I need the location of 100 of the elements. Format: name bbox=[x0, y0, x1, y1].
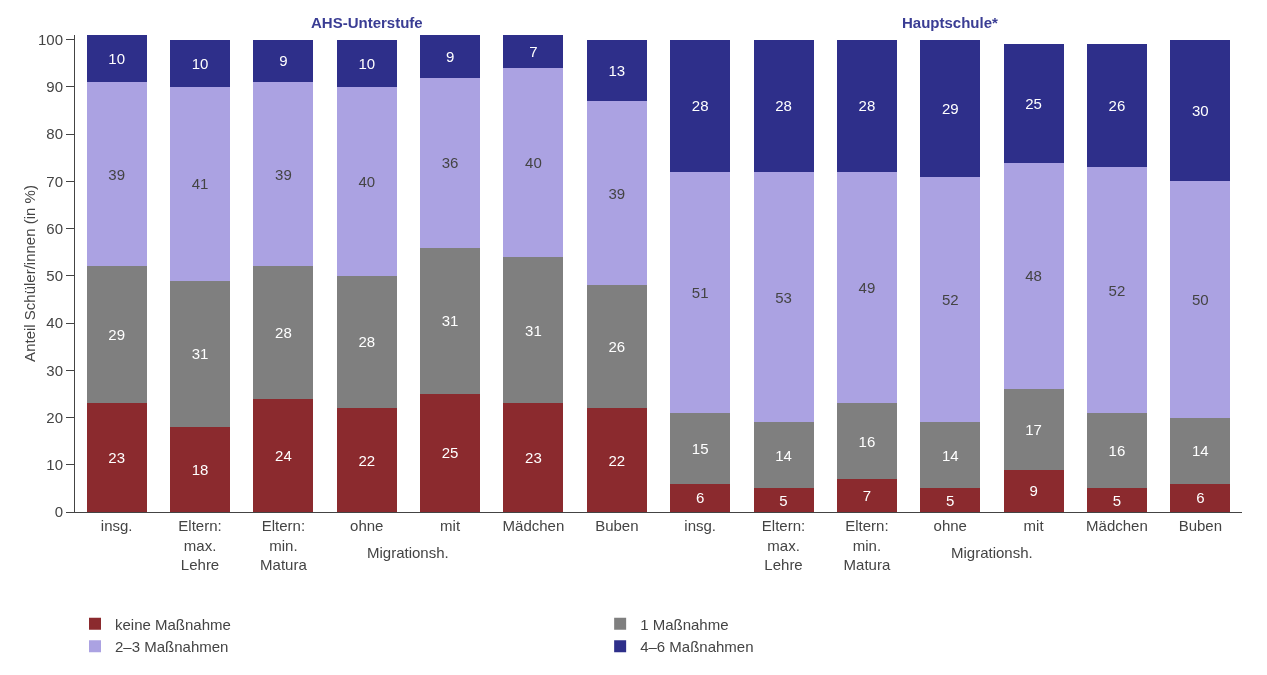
x-tick-label: Mädchen bbox=[1086, 517, 1148, 534]
x-tick-label: ohne bbox=[933, 517, 967, 534]
data-label: 26 bbox=[608, 338, 626, 356]
bar bbox=[836, 171, 897, 404]
data-label: 39 bbox=[275, 165, 292, 183]
bar bbox=[1003, 44, 1064, 163]
bar bbox=[336, 408, 397, 512]
data-label: 17 bbox=[1025, 420, 1042, 438]
data-label: 28 bbox=[275, 324, 292, 342]
y-tick-label: 10 bbox=[46, 456, 63, 474]
data-label: 7 bbox=[862, 486, 872, 504]
text: AHS-Unterstufe bbox=[311, 14, 423, 31]
data-label: 5 bbox=[1112, 491, 1122, 509]
x-tick-label: Buben bbox=[595, 517, 639, 534]
data-label: 31 bbox=[441, 312, 459, 330]
bar bbox=[1003, 162, 1064, 390]
bar bbox=[1170, 417, 1231, 484]
data-label: 6 bbox=[1196, 489, 1205, 507]
data-label: 29 bbox=[941, 99, 959, 117]
y-tick-label: 60 bbox=[46, 219, 63, 237]
bar bbox=[253, 266, 314, 399]
data-label: 22 bbox=[608, 451, 626, 469]
data-label: 10 bbox=[191, 54, 209, 72]
x-tick-label: insg. bbox=[684, 517, 717, 534]
y-axis-title: Anteil Schüler/innen (in %) bbox=[21, 185, 38, 362]
y-tick-label: 100 bbox=[37, 30, 63, 48]
y-tick-label: 20 bbox=[46, 408, 63, 426]
data-label: 22 bbox=[358, 451, 376, 469]
data-label: 51 bbox=[691, 283, 709, 301]
data-label: 23 bbox=[525, 449, 542, 467]
y-tick-label: 40 bbox=[46, 314, 63, 332]
data-label: 15 bbox=[691, 439, 709, 457]
bar bbox=[920, 488, 981, 512]
y-tick-label: 30 bbox=[46, 361, 63, 379]
data-label: 31 bbox=[191, 345, 209, 363]
bar bbox=[503, 256, 564, 404]
data-label: 50 bbox=[1191, 290, 1209, 308]
data-label: 18 bbox=[191, 460, 209, 478]
bar bbox=[1086, 412, 1147, 489]
bar bbox=[1170, 39, 1231, 182]
bar bbox=[253, 82, 314, 267]
x-tick-label: Buben bbox=[1178, 517, 1223, 534]
data-label: 14 bbox=[1191, 442, 1209, 460]
bar bbox=[586, 101, 647, 286]
bar bbox=[836, 478, 897, 512]
bar bbox=[1170, 483, 1231, 512]
bar bbox=[503, 35, 564, 69]
x-tick-label: Eltern: min. Matura bbox=[843, 517, 891, 573]
data-label: 6 bbox=[696, 489, 705, 507]
bar bbox=[1170, 181, 1231, 418]
bar bbox=[86, 35, 147, 83]
data-label: 52 bbox=[1108, 281, 1126, 299]
bar bbox=[420, 247, 481, 394]
bar bbox=[503, 68, 564, 257]
legend-label: 2–3 Maßnahmen bbox=[115, 638, 229, 655]
data-label: 39 bbox=[108, 165, 126, 183]
x-tick-label: Eltern: max. Lehre bbox=[178, 517, 222, 573]
text: Hauptschule* bbox=[902, 14, 999, 31]
x-tick-label: insg. bbox=[100, 517, 133, 534]
bar bbox=[86, 403, 147, 512]
data-label: 9 bbox=[279, 52, 288, 70]
data-label: 9 bbox=[1029, 482, 1038, 500]
legend-label: 4–6 Maßnahmen bbox=[640, 638, 754, 655]
data-label: 39 bbox=[608, 184, 626, 202]
text: Migrationsh. bbox=[951, 544, 1033, 561]
bar bbox=[170, 39, 231, 87]
x-tick-label: Mädchen bbox=[502, 517, 565, 534]
y-tick-label: 80 bbox=[46, 125, 63, 143]
bar bbox=[420, 35, 481, 78]
data-label: 14 bbox=[941, 446, 959, 464]
bar bbox=[170, 426, 231, 512]
data-label: 10 bbox=[358, 54, 376, 72]
bar bbox=[420, 393, 481, 512]
data-label: 52 bbox=[941, 290, 959, 308]
x-tick-label: mit bbox=[440, 517, 461, 534]
bar bbox=[170, 280, 231, 427]
bar bbox=[1086, 167, 1147, 413]
bar bbox=[670, 483, 731, 512]
bar bbox=[170, 86, 231, 281]
data-label: 25 bbox=[1025, 94, 1042, 112]
bar bbox=[836, 403, 897, 479]
bar bbox=[1086, 44, 1147, 168]
data-label: 16 bbox=[858, 432, 876, 450]
data-label: 16 bbox=[1108, 442, 1126, 460]
bar bbox=[753, 422, 814, 489]
legend-label: 1 Maßnahme bbox=[640, 615, 729, 633]
bar bbox=[1003, 469, 1064, 512]
legend-label: keine Maßnahme bbox=[115, 615, 231, 633]
text: Migrationsh. bbox=[367, 544, 449, 561]
data-label: 26 bbox=[1108, 97, 1126, 115]
data-label: 28 bbox=[775, 97, 792, 115]
y-tick-label: 50 bbox=[46, 267, 63, 285]
data-label: 24 bbox=[275, 446, 292, 464]
bar bbox=[920, 422, 981, 489]
data-label: 13 bbox=[608, 61, 626, 79]
data-label: 14 bbox=[775, 446, 792, 464]
bar bbox=[670, 171, 731, 413]
data-label: 5 bbox=[779, 491, 788, 509]
bar bbox=[670, 412, 731, 484]
data-label: 48 bbox=[1025, 267, 1042, 285]
